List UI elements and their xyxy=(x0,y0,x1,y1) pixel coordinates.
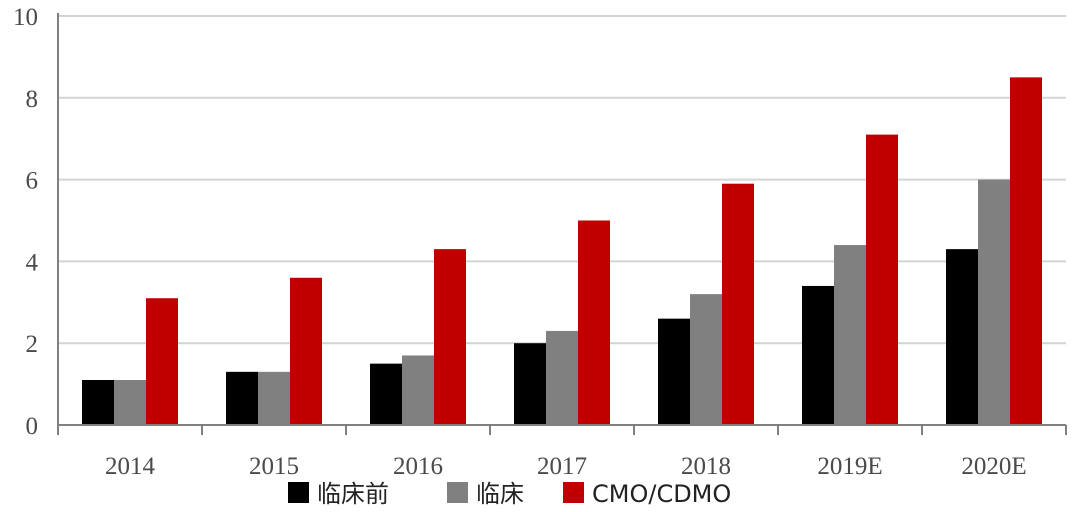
bar xyxy=(866,134,898,426)
bar xyxy=(546,330,578,425)
x-tick-label: 2019E xyxy=(817,453,882,480)
y-tick-label: 6 xyxy=(26,168,39,195)
x-tick-label: 2014 xyxy=(105,453,156,480)
legend-swatch xyxy=(288,482,309,503)
bar xyxy=(402,355,434,425)
y-tick-label: 4 xyxy=(26,249,39,276)
x-tick-label: 2020E xyxy=(961,453,1026,480)
y-tick-label: 2 xyxy=(26,331,39,358)
bar xyxy=(82,380,114,425)
gridlines xyxy=(58,15,1066,345)
x-tick-label: 2016 xyxy=(393,453,443,480)
bar xyxy=(578,220,610,425)
x-tick-label: 2017 xyxy=(537,453,587,480)
bar xyxy=(658,318,690,425)
x-tick-label: 2018 xyxy=(681,453,731,480)
bar xyxy=(370,363,402,425)
bar xyxy=(834,245,866,425)
bar xyxy=(978,179,1010,425)
legend-label: 临床前 xyxy=(317,480,389,508)
legend-label: CMO/CDMO xyxy=(592,480,731,508)
legend-label: 临床 xyxy=(476,480,524,508)
x-tick-label: 2015 xyxy=(249,453,299,480)
bar xyxy=(146,298,178,425)
bar xyxy=(722,183,754,425)
bar xyxy=(946,249,978,425)
bar xyxy=(1010,77,1042,425)
bars xyxy=(82,77,1042,426)
bar xyxy=(258,371,290,425)
bar xyxy=(434,249,466,425)
bar xyxy=(226,371,258,425)
legend-swatch xyxy=(563,482,584,503)
y-tick-labels: 0 2 4 6 8 10 xyxy=(13,4,39,440)
y-tick-label: 10 xyxy=(13,4,38,31)
bar xyxy=(690,294,722,425)
bar xyxy=(114,380,146,425)
legend: 临床前 临床 CMO/CDMO xyxy=(288,480,731,508)
bar xyxy=(290,277,322,425)
bar xyxy=(514,343,546,425)
axes xyxy=(57,13,1067,435)
y-tick-label: 8 xyxy=(26,86,39,113)
y-tick-label: 0 xyxy=(26,413,39,440)
bar xyxy=(802,285,834,425)
x-tick-labels: 2014 2015 2016 2017 2018 2019E 2020E xyxy=(105,453,1027,480)
legend-swatch xyxy=(447,482,468,503)
